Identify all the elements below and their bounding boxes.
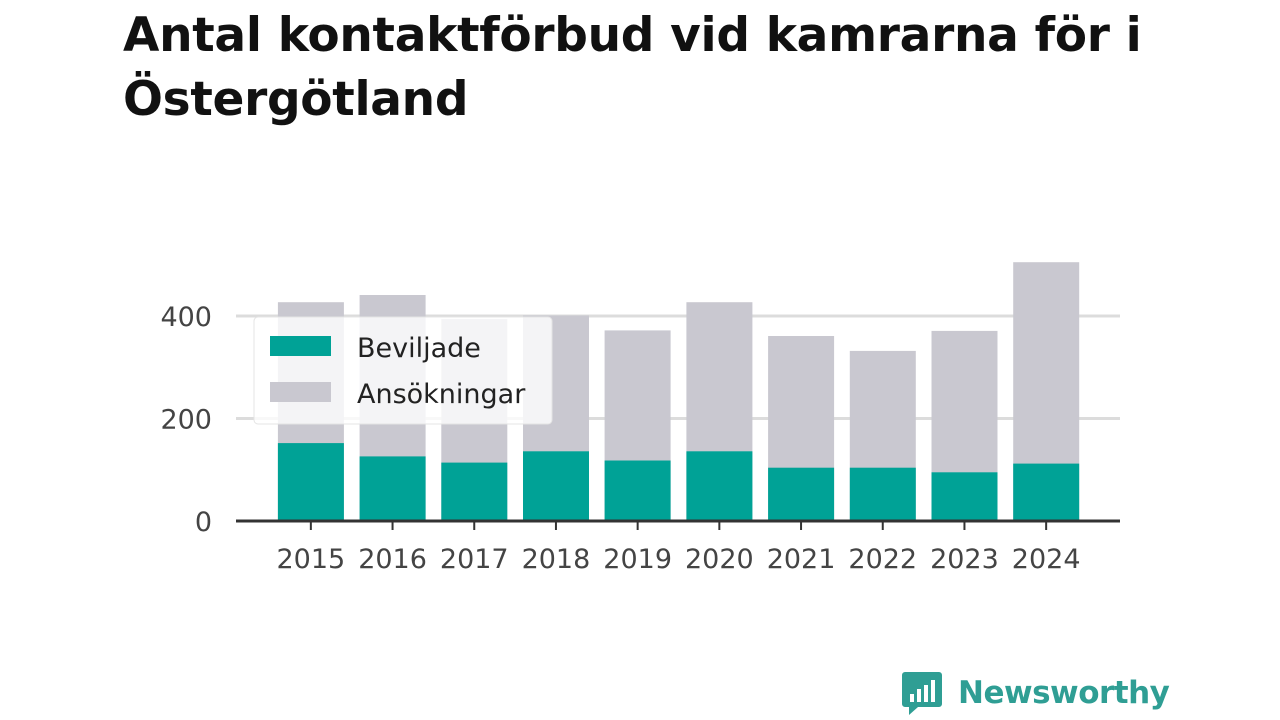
bar-beviljade-2024: [1013, 463, 1080, 521]
bar-beviljade-2023: [931, 472, 998, 521]
x-tick-label-2015: 2015: [276, 544, 345, 575]
x-tick-label-2023: 2023: [930, 544, 999, 575]
x-tick-label-2016: 2016: [358, 544, 427, 575]
x-tick-label-2024: 2024: [1012, 544, 1081, 575]
y-tick-label: 0: [195, 507, 212, 538]
bar-beviljade-2016: [359, 456, 426, 521]
bar-beviljade-2020: [686, 451, 753, 521]
y-tick-label: 200: [160, 405, 212, 436]
brand-name: Newsworthy: [958, 675, 1170, 711]
bar-beviljade-2018: [523, 451, 589, 521]
y-tick-label: 400: [160, 302, 212, 333]
axes: 0 200 400 2015 2016 2017 2018 2019 2020 2021 2022 2…: [160, 302, 1120, 575]
bar-beviljade-2015: [277, 443, 344, 521]
legend: Beviljade Ansökningar: [253, 316, 553, 425]
bar-beviljade-2019: [604, 460, 671, 521]
x-tick-label-2017: 2017: [440, 544, 509, 575]
bar-beviljade-2017: [441, 462, 508, 521]
x-tick-label-2020: 2020: [685, 544, 754, 575]
legend-swatch-beviljade: [270, 336, 331, 356]
chart-title: Antal kontaktförbud vid kamrarna för i Ö…: [123, 8, 1142, 127]
newsworthy-logo-icon: [902, 672, 942, 715]
newsworthy-brand: Newsworthy: [902, 670, 1170, 716]
x-tick-label-2019: 2019: [603, 544, 672, 575]
x-tick-label-2018: 2018: [522, 544, 591, 575]
legend-label-beviljade: Beviljade: [357, 333, 481, 364]
x-tick-label-2021: 2021: [767, 544, 836, 575]
bar-beviljade-2022: [849, 467, 916, 521]
x-tick-label-2022: 2022: [848, 544, 917, 575]
legend-swatch-ansokningar: [270, 382, 331, 402]
legend-label-ansokningar: Ansökningar: [357, 379, 526, 410]
bar-beviljade-2021: [768, 467, 835, 521]
